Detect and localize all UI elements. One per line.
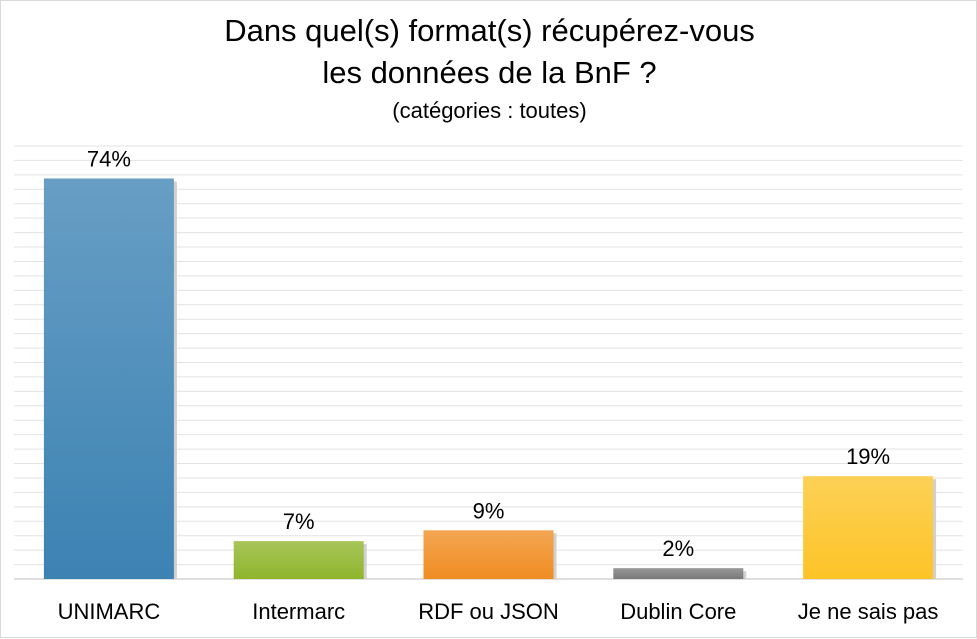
- chart-title-line-1: Dans quel(s) format(s) récupérez-vous: [224, 13, 755, 48]
- data-label: 7%: [283, 509, 315, 534]
- bar-unimarc: [43, 178, 174, 579]
- data-label: 2%: [662, 536, 694, 561]
- bar-intermarc: [233, 541, 364, 579]
- bar-rdf-ou-json: [423, 530, 554, 579]
- data-label: 19%: [846, 444, 890, 469]
- data-label: 9%: [473, 498, 505, 523]
- category-label: Dublin Core: [620, 599, 736, 624]
- bar-dublin-core: [613, 568, 744, 579]
- chart-title-line-2: les données de la BnF ?: [322, 55, 657, 90]
- bar-je-ne-sais-pas: [803, 476, 934, 579]
- chart-subtitle: (catégories : toutes): [392, 98, 587, 123]
- category-label: Intermarc: [252, 599, 345, 624]
- category-label: RDF ou JSON: [418, 599, 559, 624]
- data-labels: 74% 7% 9% 2% 19%: [87, 146, 890, 561]
- bars: [43, 178, 937, 579]
- category-labels: UNIMARC Intermarc RDF ou JSON Dublin Core Je…: [58, 599, 939, 624]
- category-label: Je ne sais pas: [798, 599, 939, 624]
- category-label: UNIMARC: [58, 599, 161, 624]
- data-label: 74%: [87, 146, 131, 171]
